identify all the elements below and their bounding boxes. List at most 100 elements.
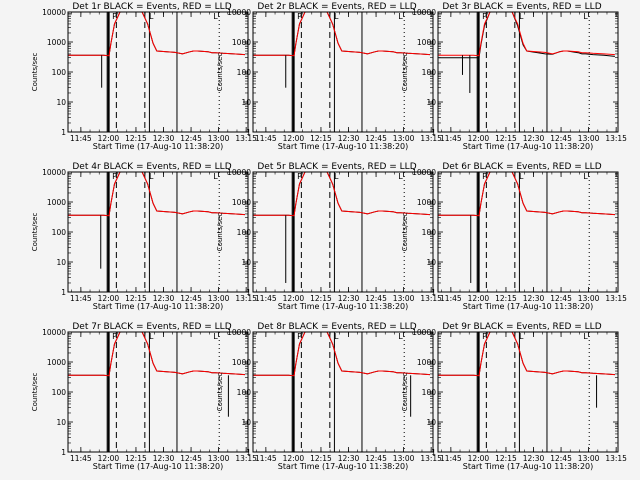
- x-axis-label: Start Time (17-Aug-10 11:38:20): [278, 302, 409, 311]
- flag-label: L: [398, 332, 403, 341]
- panel-title: Det 1r BLACK = Events, RED = LLD: [72, 2, 231, 12]
- flag-label: L: [213, 172, 218, 181]
- y-tick-label: 1000: [232, 358, 251, 367]
- plot-frame: [437, 331, 619, 453]
- x-tick-label: 13:15: [235, 454, 257, 463]
- plot-frame: [252, 331, 434, 453]
- y-tick-label: 10000: [42, 8, 66, 17]
- y-tick-label: 100: [237, 228, 252, 237]
- y-tick-label: 1000: [417, 38, 436, 47]
- plot-frame: [437, 171, 619, 293]
- y-tick-label: 10000: [412, 168, 436, 177]
- x-tick-label: 12:00: [98, 454, 120, 463]
- x-tick-label: 11:45: [70, 134, 92, 143]
- y-tick-label: 1: [246, 128, 251, 137]
- x-tick-label: 12:00: [468, 134, 490, 143]
- y-tick-label: 1000: [417, 198, 436, 207]
- x-axis-label: Start Time (17-Aug-10 11:38:20): [463, 302, 594, 311]
- x-tick-label: 12:15: [125, 134, 147, 143]
- y-tick-label: 1: [431, 448, 436, 457]
- x-tick-label: 12:45: [180, 454, 202, 463]
- x-axis-label: Start Time (17-Aug-10 11:38:20): [93, 302, 224, 311]
- x-tick-label: 12:45: [550, 454, 572, 463]
- detector-panel-8: Det 8r BLACK = Events, RED = LLD Counts/s…: [216, 322, 442, 471]
- y-tick-label: 10: [426, 418, 436, 427]
- x-tick-label: 12:45: [365, 134, 387, 143]
- x-tick-label: 12:15: [495, 134, 517, 143]
- y-tick-label: 1000: [232, 198, 251, 207]
- y-axis-label: Counts/sec: [31, 53, 39, 92]
- y-tick-label: 1000: [47, 38, 66, 47]
- flag-label: L: [149, 332, 154, 341]
- flag-label: P: [482, 172, 487, 181]
- y-tick-label: 1000: [232, 38, 251, 47]
- flag-label: L: [213, 332, 218, 341]
- y-tick-label: 10: [426, 258, 436, 267]
- lld-series-line: [438, 171, 615, 217]
- y-tick-label: 10: [56, 258, 66, 267]
- x-tick-label: 12:15: [125, 454, 147, 463]
- y-tick-label: 10: [241, 258, 251, 267]
- panel-title: Det 6r BLACK = Events, RED = LLD: [442, 162, 601, 172]
- flag-label: P: [112, 332, 117, 341]
- x-tick-label: 11:45: [255, 294, 277, 303]
- lld-series-line: [68, 171, 245, 217]
- x-tick-label: 12:00: [468, 294, 490, 303]
- y-tick-label: 100: [237, 68, 252, 77]
- y-axis-label: Counts/sec: [216, 373, 224, 412]
- lld-series-line: [253, 11, 430, 57]
- flag-label: P: [482, 332, 487, 341]
- y-axis-label: Counts/sec: [401, 213, 409, 252]
- x-tick-label: 11:45: [440, 454, 462, 463]
- x-tick-label: 13:00: [578, 134, 600, 143]
- panel-title: Det 8r BLACK = Events, RED = LLD: [257, 322, 416, 332]
- x-axis-label: Start Time (17-Aug-10 11:38:20): [93, 142, 224, 151]
- x-tick-label: 12:15: [310, 454, 332, 463]
- flag-label: L: [149, 12, 154, 21]
- x-tick-label: 11:45: [255, 454, 277, 463]
- x-tick-label: 13:00: [393, 134, 415, 143]
- flag-label: L: [583, 332, 588, 341]
- panel-title: Det 3r BLACK = Events, RED = LLD: [442, 2, 601, 12]
- y-axis-label: Counts/sec: [216, 213, 224, 252]
- x-tick-label: 13:00: [578, 454, 600, 463]
- x-tick-label: 13:15: [420, 134, 442, 143]
- flag-label: L: [334, 12, 339, 21]
- detector-panel-4: Det 4r BLACK = Events, RED = LLD Counts/s…: [31, 162, 257, 311]
- y-tick-label: 1: [246, 288, 251, 297]
- panel-title: Det 5r BLACK = Events, RED = LLD: [257, 162, 416, 172]
- flag-label: L: [149, 172, 154, 181]
- flag-label: L: [583, 172, 588, 181]
- x-tick-label: 12:45: [180, 134, 202, 143]
- x-tick-label: 12:15: [125, 294, 147, 303]
- y-tick-label: 1: [61, 448, 66, 457]
- plot-frame: [67, 11, 249, 133]
- panel-title: Det 2r BLACK = Events, RED = LLD: [257, 2, 416, 12]
- x-tick-label: 12:45: [550, 134, 572, 143]
- y-tick-label: 10000: [412, 328, 436, 337]
- x-tick-label: 12:30: [523, 294, 545, 303]
- y-tick-label: 100: [422, 68, 437, 77]
- x-tick-label: 12:15: [495, 454, 517, 463]
- x-tick-label: 13:15: [420, 454, 442, 463]
- x-axis-label: Start Time (17-Aug-10 11:38:20): [463, 462, 594, 471]
- flag-label: L: [519, 332, 524, 341]
- x-tick-label: 12:45: [365, 294, 387, 303]
- y-tick-label: 1: [431, 128, 436, 137]
- x-tick-label: 13:15: [605, 134, 627, 143]
- plot-frame: [252, 11, 434, 133]
- panel-title: Det 7r BLACK = Events, RED = LLD: [72, 322, 231, 332]
- x-tick-label: 13:15: [420, 294, 442, 303]
- x-tick-label: 12:00: [98, 134, 120, 143]
- y-tick-label: 1: [61, 128, 66, 137]
- flag-label: L: [583, 12, 588, 21]
- plot-frame: [437, 11, 619, 133]
- y-tick-label: 10000: [227, 168, 251, 177]
- x-tick-label: 13:00: [393, 454, 415, 463]
- flag-label: L: [519, 12, 524, 21]
- y-tick-label: 100: [52, 388, 67, 397]
- y-tick-label: 1: [246, 448, 251, 457]
- y-tick-label: 1000: [47, 198, 66, 207]
- x-tick-label: 12:00: [468, 454, 490, 463]
